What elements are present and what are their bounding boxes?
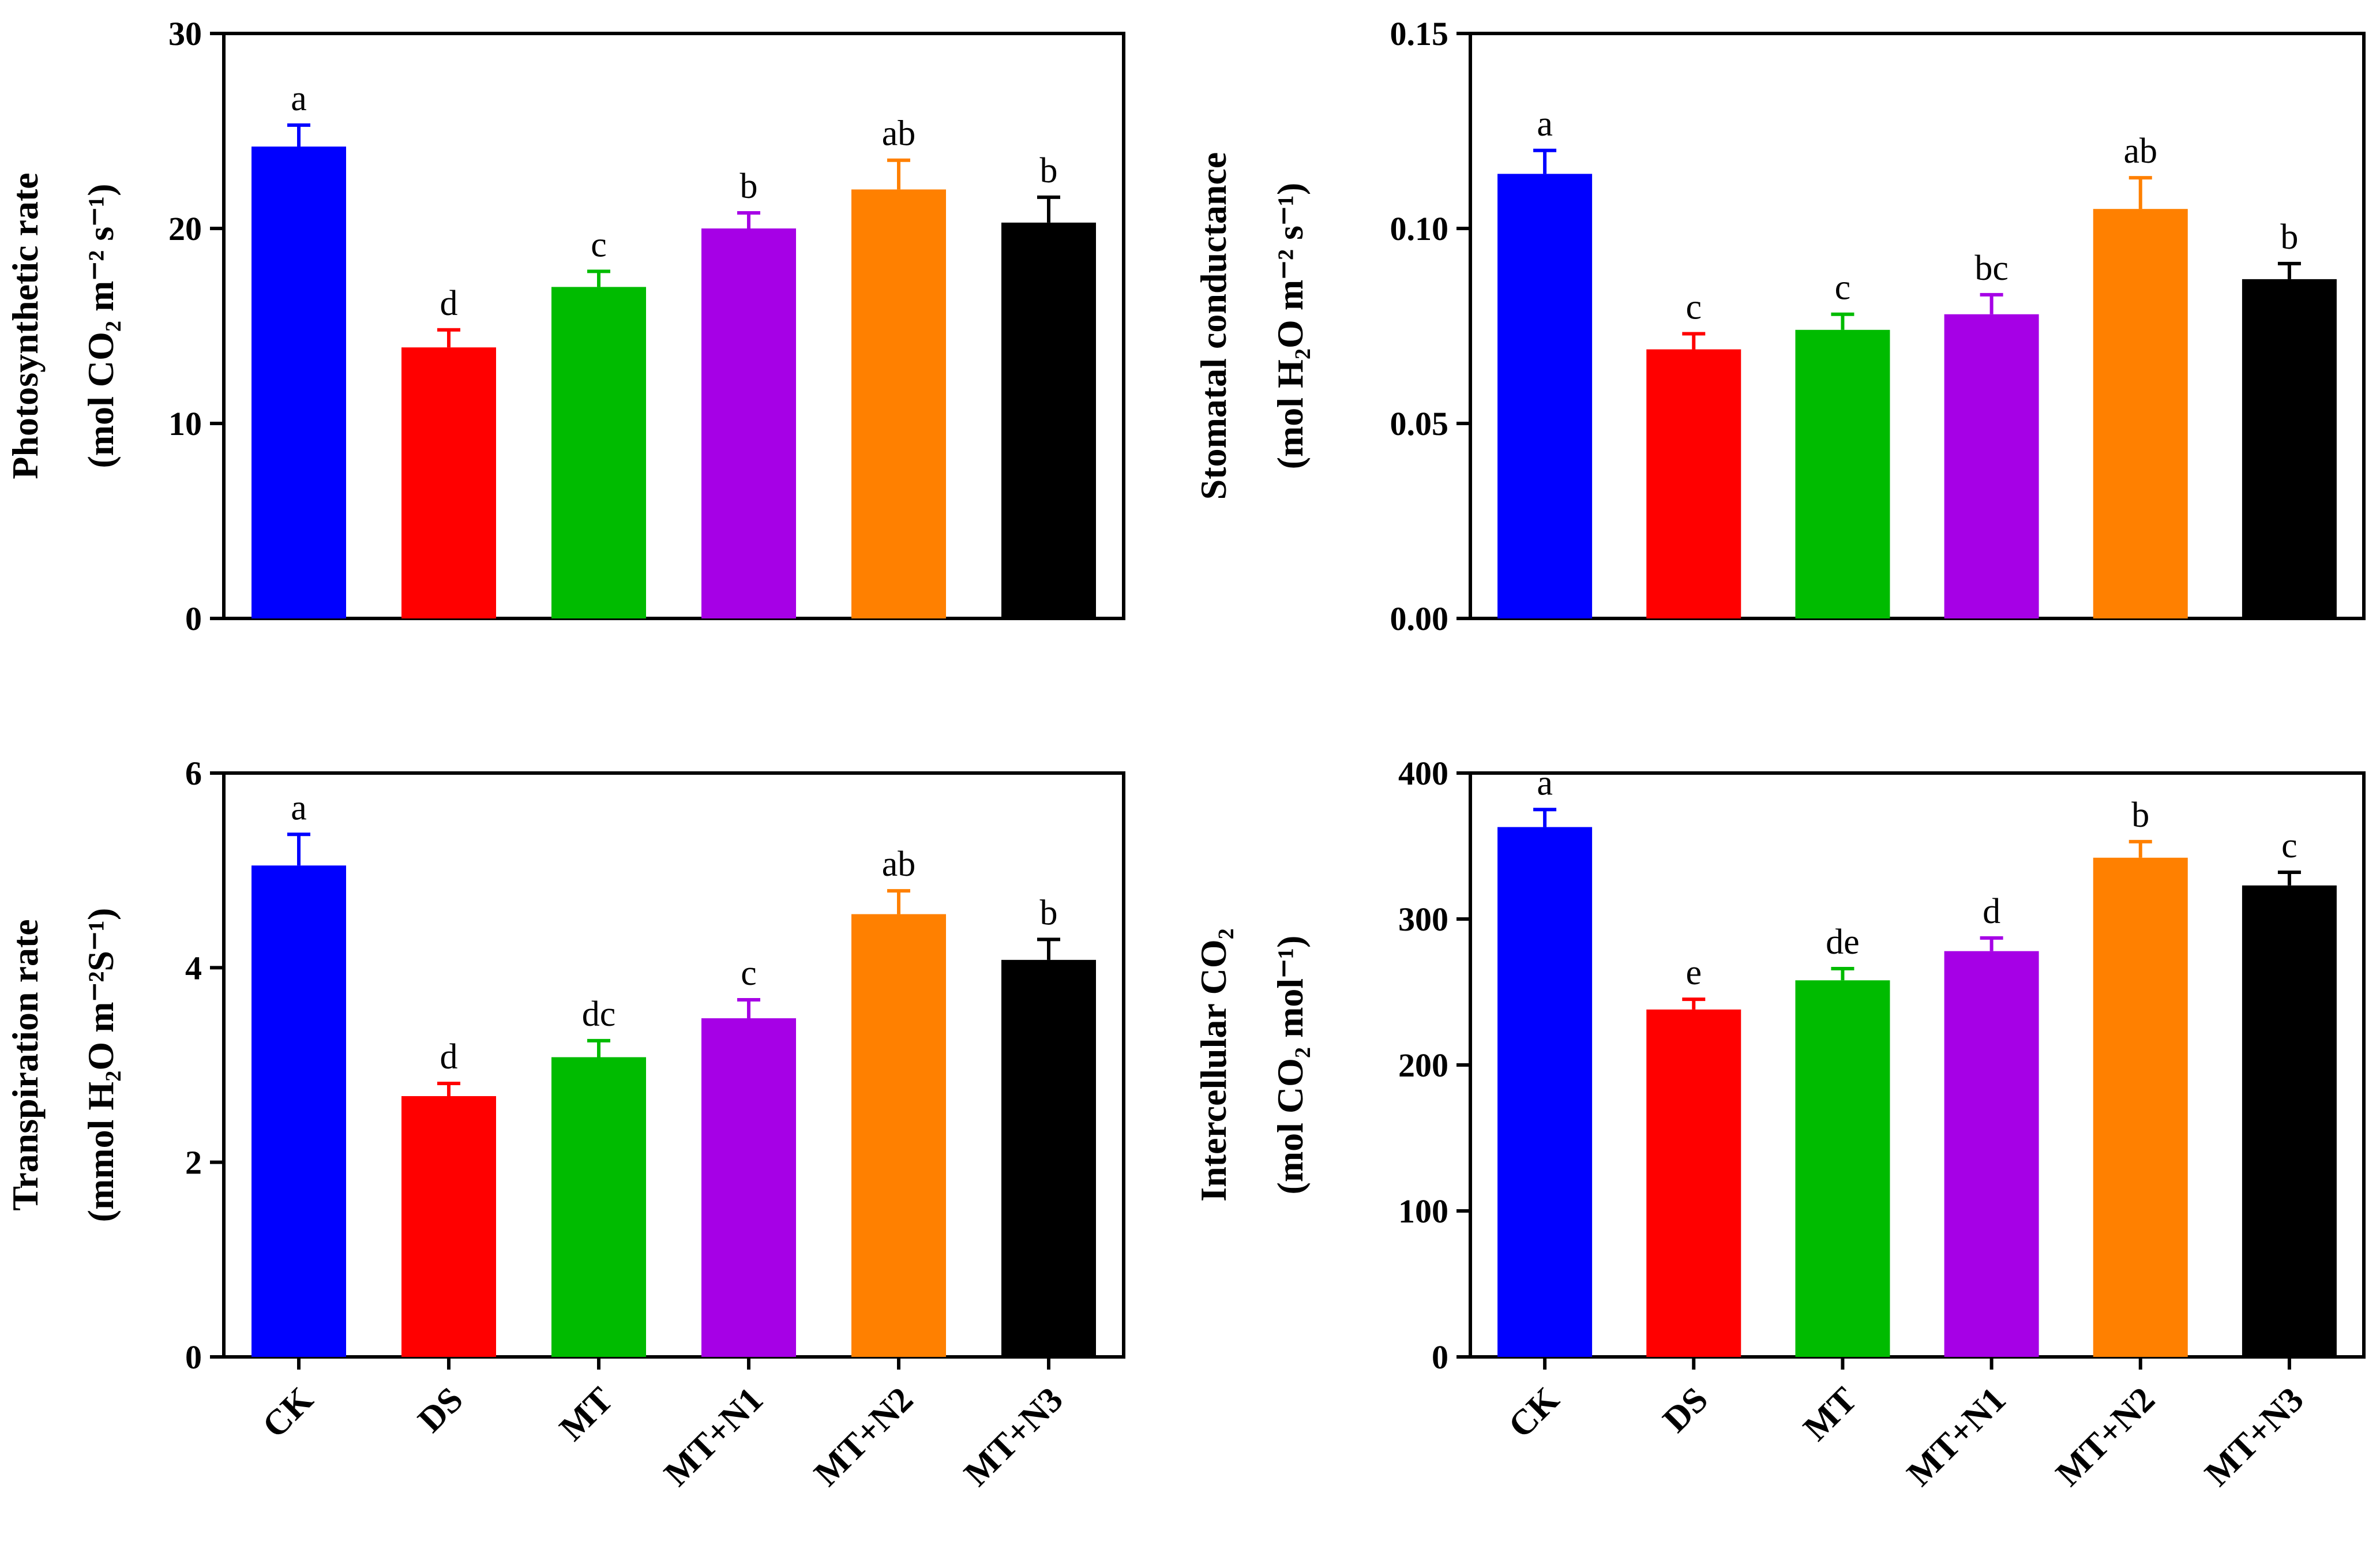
y-tick-label: 4 (185, 949, 202, 987)
y-axis-units: (mol CO₂ m⁻² s⁻¹) (80, 183, 121, 468)
bar-mt-n1 (701, 1018, 796, 1357)
significance-letter: b (1040, 151, 1058, 190)
bar-mt-n1 (701, 228, 796, 618)
bar-mt-n3 (2242, 885, 2337, 1357)
significance-letter: b (2131, 796, 2149, 835)
y-axis-title: Photosynthetic rate (5, 172, 46, 479)
x-tick-label: MT+N3 (957, 1380, 1071, 1494)
significance-letter: ab (882, 114, 916, 153)
y-tick-label: 0 (1432, 1338, 1448, 1376)
bar-ds (1646, 1009, 1741, 1357)
y-tick-label: 2 (185, 1144, 202, 1182)
bar-mt-n2 (851, 914, 946, 1357)
bar-mt-n2 (2093, 209, 2188, 618)
significance-letter: d (1983, 892, 2000, 931)
chart-panel-4: 0 100 200 300 400 a CK e DS de MT d MT+N1 b MT+N2 c MT+N… (1193, 755, 2366, 1494)
bar-ds (401, 347, 496, 618)
bar-mt (551, 287, 646, 618)
y-tick-label: 0 (185, 1338, 202, 1376)
y-tick-label: 30 (168, 15, 202, 52)
significance-letter: a (291, 788, 307, 827)
significance-letter: c (741, 954, 757, 993)
plot-frame (222, 32, 1125, 620)
plot-frame (222, 771, 1125, 1359)
x-tick-label: MT+N2 (807, 1380, 921, 1494)
x-tick-label: MT (552, 1380, 621, 1449)
significance-letter: d (440, 1037, 458, 1077)
significance-letter: c (1835, 268, 1851, 307)
bar-mt-n2 (2093, 857, 2188, 1357)
significance-letter: c (2281, 826, 2298, 865)
chart-panel-1: 0 10 20 30 a d c b ab b Photosynthetic rate (mol CO… (5, 15, 1125, 637)
y-axis-units: (mol CO₂ mol⁻¹) (1270, 936, 1311, 1195)
y-axis-title: Stomatal conductance (1193, 152, 1234, 500)
bar-ck (251, 147, 346, 619)
significance-letter: a (1537, 763, 1553, 802)
significance-letter: ab (2123, 132, 2157, 171)
y-axis-units: (mol H₂O m⁻² s⁻¹) (1270, 183, 1311, 470)
significance-letter: c (1685, 288, 1702, 327)
bar-mt-n2 (851, 189, 946, 618)
bar-mt-n1 (1944, 314, 2039, 618)
y-tick-label: 400 (1398, 755, 1448, 792)
y-tick-label: 300 (1398, 901, 1448, 938)
significance-letter: b (740, 167, 758, 206)
x-tick-label: DS (411, 1380, 471, 1440)
x-tick-label: MT+N1 (657, 1380, 771, 1494)
significance-letter: a (291, 79, 307, 118)
y-tick-label: 6 (185, 755, 202, 792)
bar-mt-n3 (1001, 222, 1096, 618)
y-axis-title: Transpiration rate (5, 919, 46, 1210)
y-tick-label: 0.15 (1390, 15, 1449, 52)
significance-letter: bc (1974, 249, 2009, 288)
bar-mt (551, 1057, 646, 1357)
x-tick-label: MT+N3 (2198, 1380, 2311, 1494)
y-tick-label: 0.05 (1390, 405, 1449, 442)
significance-letter: a (1537, 104, 1553, 144)
bar-ck (1497, 827, 1593, 1357)
significance-letter: de (1826, 922, 1860, 962)
y-tick-label: 0.00 (1390, 600, 1449, 637)
bar-ck (251, 865, 346, 1357)
chart-panel-2: 0.00 0.05 0.10 0.15 a c c bc ab b Stomatal conduct… (1193, 15, 2366, 637)
bar-mt (1795, 329, 1890, 618)
x-tick-label: MT+N2 (2048, 1380, 2162, 1494)
bar-mt (1795, 980, 1890, 1357)
significance-letter: ab (882, 845, 916, 884)
x-tick-label: CK (1501, 1380, 1567, 1446)
significance-letter: b (2280, 217, 2298, 257)
bar-mt-n1 (1944, 951, 2039, 1357)
y-tick-label: 0.10 (1390, 210, 1449, 247)
x-tick-label: MT (1796, 1380, 1865, 1449)
y-axis-title: Intercellular CO₂ (1193, 928, 1234, 1202)
significance-letter: d (440, 284, 458, 323)
x-tick-label: CK (255, 1380, 321, 1446)
bar-mt-n3 (1001, 959, 1096, 1357)
bar-mt-n3 (2242, 279, 2337, 618)
x-tick-label: MT+N1 (1900, 1380, 2013, 1494)
y-tick-label: 10 (168, 405, 202, 442)
chart-panel-3: 0 2 4 6 a CK d DS dc MT c MT+N1 ab MT+N2 b MT+N3 Transpi… (5, 755, 1125, 1494)
bar-ds (1646, 349, 1741, 618)
significance-letter: dc (582, 995, 616, 1034)
y-tick-label: 200 (1398, 1047, 1448, 1084)
plot-frame (1469, 32, 2366, 620)
bar-ds (401, 1096, 496, 1357)
plot-frame (1469, 771, 2366, 1359)
y-tick-label: 0 (185, 600, 202, 637)
y-tick-label: 20 (168, 210, 202, 247)
significance-letter: c (591, 225, 607, 264)
significance-letter: b (1040, 893, 1058, 932)
y-axis-units: (mmol H₂O m⁻²S⁻¹) (80, 908, 121, 1222)
y-tick-label: 100 (1398, 1192, 1448, 1230)
bar-ck (1497, 174, 1593, 618)
significance-letter: e (1685, 953, 1702, 992)
x-tick-label: DS (1656, 1380, 1715, 1440)
